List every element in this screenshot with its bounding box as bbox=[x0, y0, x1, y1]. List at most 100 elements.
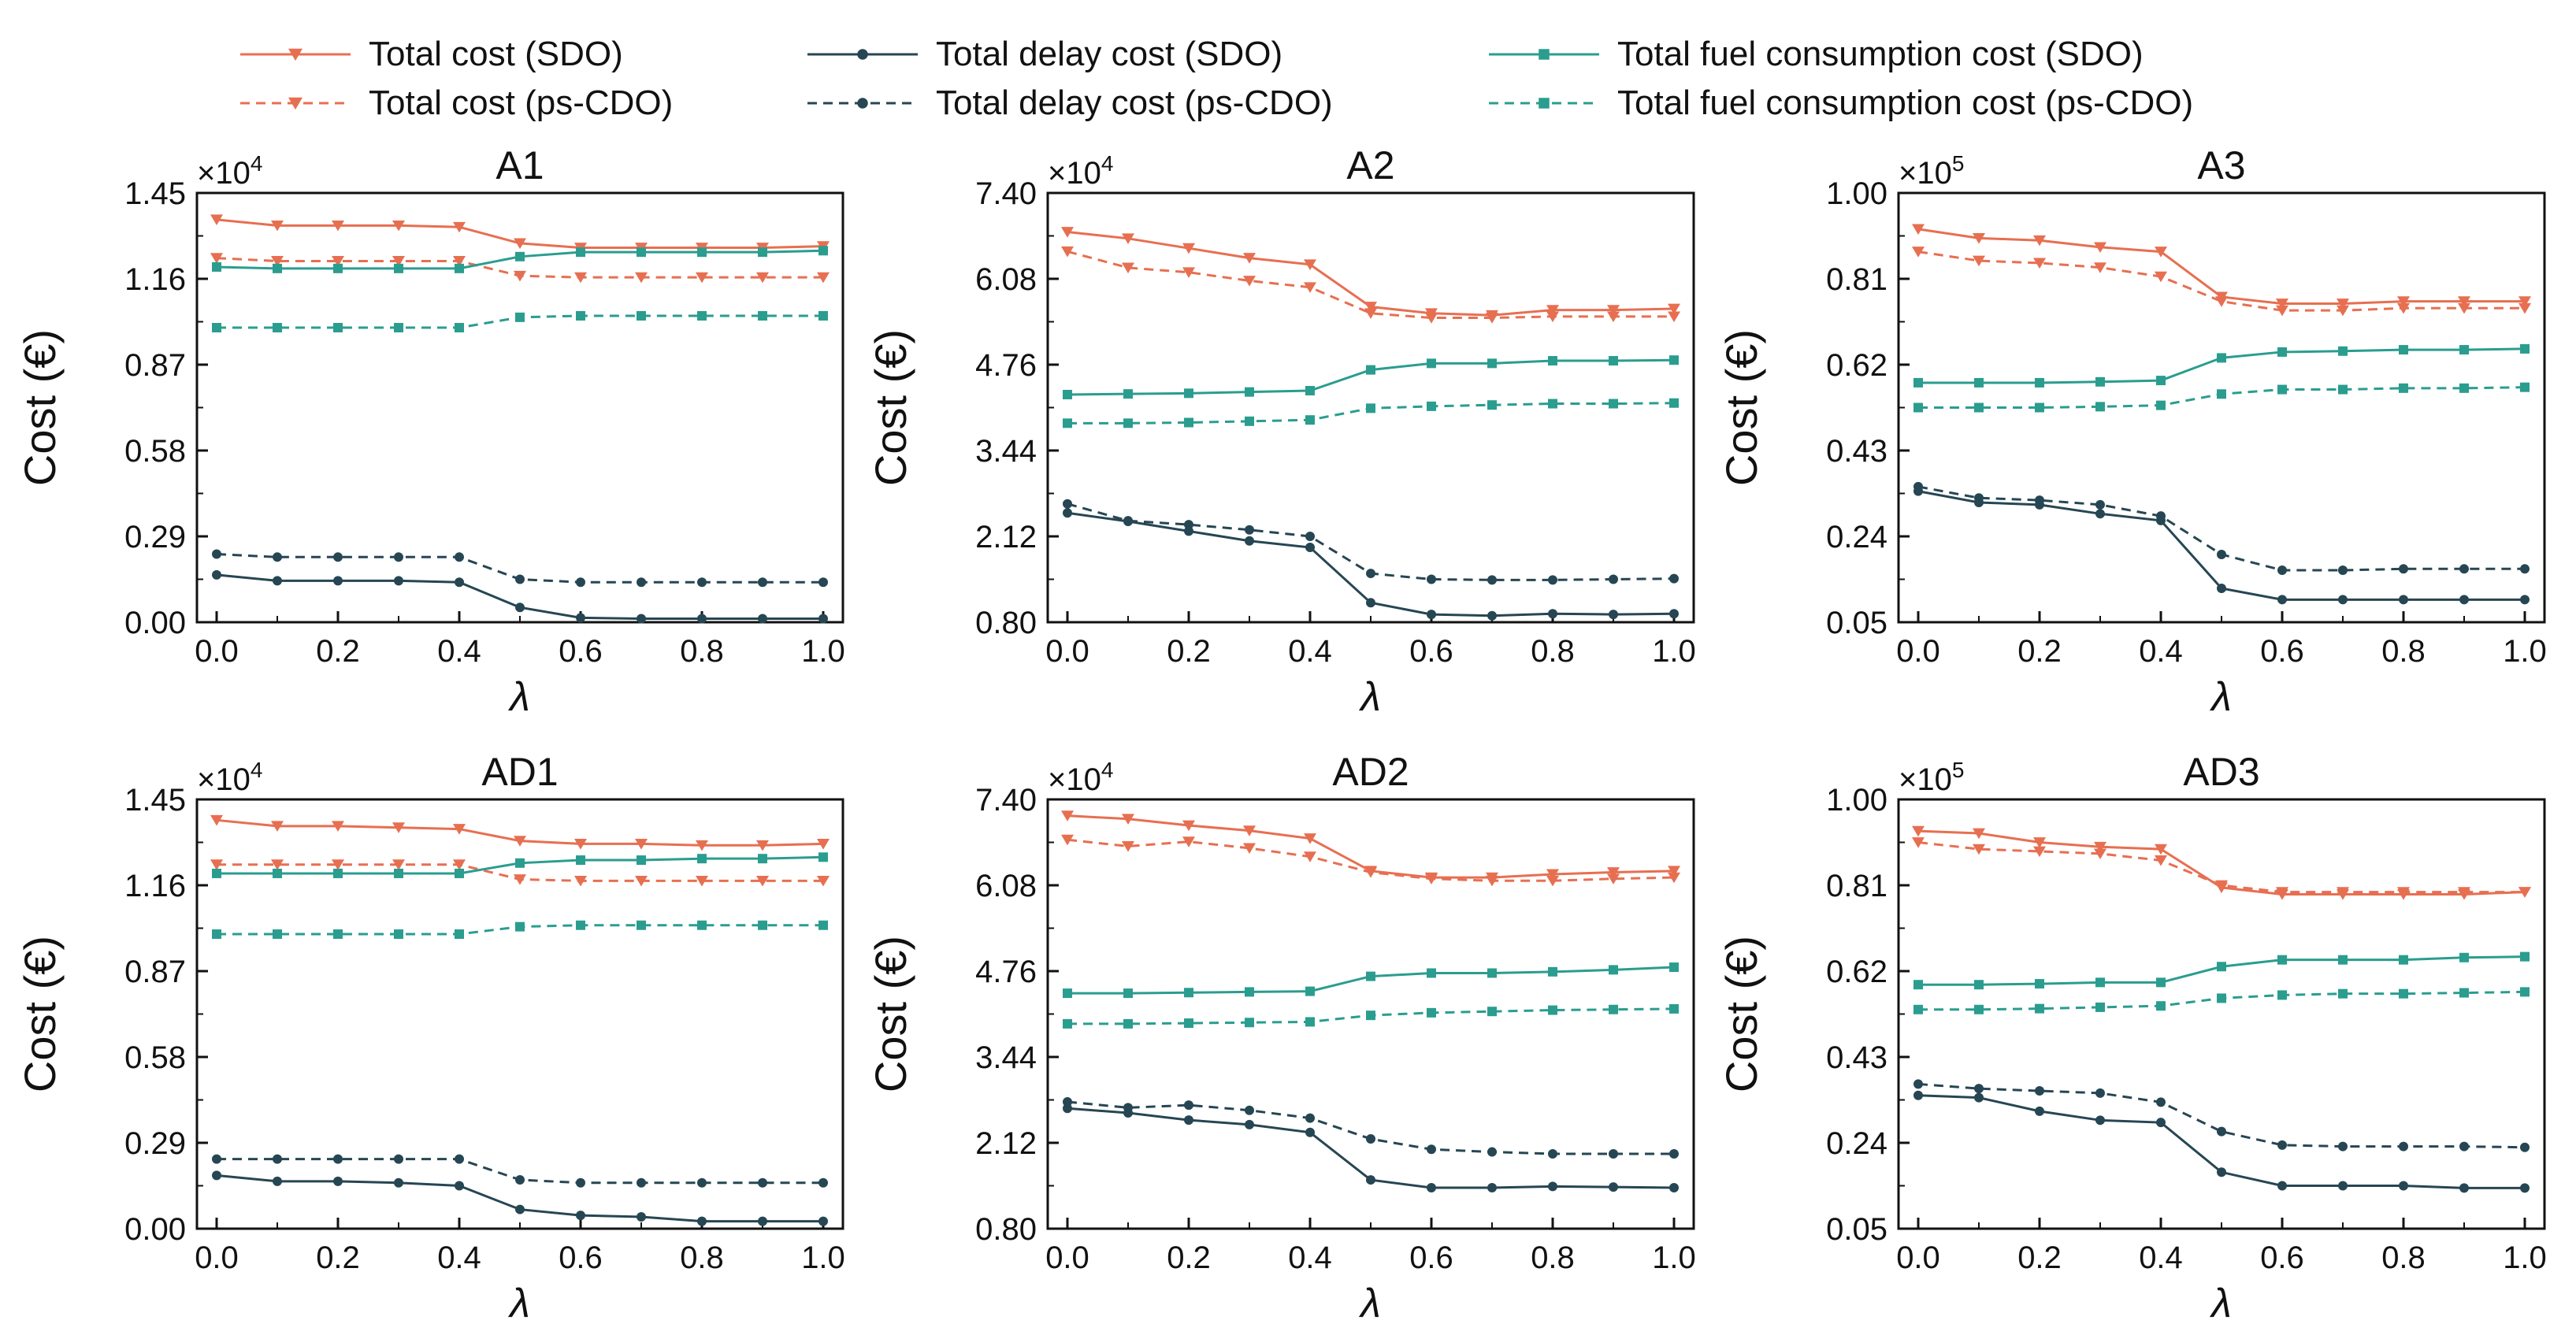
data-point bbox=[453, 256, 466, 267]
data-point bbox=[1364, 308, 1377, 319]
x-tick-label: 1.0 bbox=[2503, 634, 2547, 669]
data-point bbox=[2033, 837, 2046, 848]
y-tick-label: 1.00 bbox=[1826, 176, 1887, 211]
data-point bbox=[1184, 988, 1193, 998]
series-delay-sdo bbox=[1063, 1103, 1679, 1192]
data-point bbox=[1487, 400, 1497, 410]
x-tick-label: 1.0 bbox=[2503, 1240, 2547, 1275]
legend-label: Total delay cost (SDO) bbox=[936, 35, 1283, 73]
data-point bbox=[212, 1170, 221, 1181]
data-point bbox=[271, 256, 284, 267]
data-point bbox=[514, 270, 526, 282]
data-point bbox=[273, 323, 282, 333]
data-point bbox=[2399, 1141, 2408, 1151]
x-tick-label: 0.0 bbox=[1896, 634, 1940, 669]
data-point bbox=[1974, 1084, 1984, 1094]
series-line bbox=[1067, 502, 1675, 581]
panel-ad2: AD2 ×104 0.80 2.12 3.44 4.76 6.08 7.40 0.0 0.2 0.4… bbox=[866, 750, 1696, 1326]
data-point bbox=[1063, 418, 1072, 428]
y-tick-label: 0.29 bbox=[124, 520, 186, 554]
y-axis-label: Cost (€) bbox=[15, 936, 65, 1092]
data-point bbox=[576, 613, 585, 623]
data-point bbox=[1184, 388, 1193, 399]
data-point bbox=[515, 1174, 525, 1185]
panel-title: A1 bbox=[496, 143, 544, 187]
x-tick-label: 0.0 bbox=[1045, 634, 1089, 669]
data-point bbox=[2033, 235, 2046, 247]
data-point bbox=[1487, 358, 1497, 369]
data-point bbox=[2156, 1001, 2166, 1011]
data-point bbox=[2095, 499, 2105, 510]
data-point bbox=[1913, 377, 1923, 388]
data-point bbox=[2337, 299, 2349, 310]
data-point bbox=[1063, 389, 1072, 399]
x-tick-label: 1.0 bbox=[801, 1240, 845, 1275]
series-fuel-sdo bbox=[212, 246, 828, 273]
y-axis-label: Cost (€) bbox=[1717, 329, 1766, 486]
data-point bbox=[2399, 988, 2408, 999]
data-point bbox=[2095, 977, 2105, 988]
data-point bbox=[2338, 955, 2348, 965]
legend-item-fuel-ps: Total fuel consumption cost (ps-CDO) bbox=[1485, 80, 2193, 126]
data-point bbox=[818, 577, 828, 588]
x-tick-label: 0.8 bbox=[680, 1240, 724, 1275]
data-point bbox=[2338, 1141, 2348, 1151]
data-point bbox=[271, 821, 284, 833]
data-point bbox=[1609, 1004, 1618, 1014]
data-point bbox=[1245, 1119, 1254, 1129]
x-tick-label: 0.2 bbox=[2017, 1240, 2062, 1275]
data-point bbox=[1669, 573, 1679, 584]
data-point bbox=[1063, 508, 1072, 518]
legend-item-total-sdo: Total cost (SDO) bbox=[236, 32, 623, 77]
data-point bbox=[1912, 224, 1925, 235]
legend-label: Total fuel consumption cost (SDO) bbox=[1617, 35, 2144, 73]
x-axis-label: λ bbox=[2209, 674, 2232, 720]
y-tick-label: 4.76 bbox=[975, 348, 1037, 383]
legend-swatch-fuel-ps bbox=[1489, 98, 1599, 109]
data-point bbox=[1304, 851, 1316, 862]
data-point bbox=[2520, 987, 2530, 997]
data-point bbox=[453, 221, 466, 233]
data-point bbox=[392, 859, 405, 870]
series-fuel-ps bbox=[212, 920, 828, 940]
data-point bbox=[1366, 569, 1375, 579]
data-point bbox=[1366, 1011, 1375, 1021]
data-point bbox=[455, 263, 464, 273]
series-fuel-ps bbox=[1063, 398, 1679, 428]
data-point bbox=[1548, 1181, 1557, 1192]
legend-swatch-delay-sdo bbox=[807, 49, 918, 60]
series-delay-sdo bbox=[1063, 508, 1679, 621]
scale-label: ×105 bbox=[1899, 758, 1964, 797]
data-point bbox=[1122, 233, 1134, 245]
legend-marker bbox=[288, 97, 303, 110]
data-point bbox=[2035, 1106, 2044, 1116]
data-point bbox=[1669, 355, 1679, 365]
data-point bbox=[2155, 247, 2167, 258]
data-point bbox=[1122, 841, 1134, 852]
data-point bbox=[2277, 955, 2287, 965]
data-point bbox=[2156, 977, 2166, 988]
data-point bbox=[1063, 988, 1072, 999]
data-point bbox=[2095, 1088, 2105, 1098]
y-tick-label: 0.00 bbox=[124, 606, 186, 640]
data-point bbox=[635, 875, 648, 887]
data-point bbox=[455, 868, 464, 878]
panel-title: A3 bbox=[2197, 143, 2245, 187]
x-tick-label: 0.6 bbox=[559, 634, 603, 669]
data-point bbox=[1366, 365, 1375, 375]
data-point bbox=[2217, 353, 2226, 363]
data-point bbox=[394, 1154, 403, 1164]
panel-title: AD2 bbox=[1332, 750, 1409, 794]
y-tick-label: 0.24 bbox=[1826, 1126, 1887, 1161]
data-point bbox=[1973, 844, 1985, 855]
data-point bbox=[1366, 403, 1375, 413]
data-point bbox=[515, 251, 525, 261]
data-point bbox=[2277, 384, 2287, 395]
data-point bbox=[212, 929, 221, 940]
legend-marker bbox=[1539, 49, 1550, 60]
data-point bbox=[2338, 595, 2348, 605]
data-point bbox=[2095, 402, 2105, 412]
x-tick-label: 0.0 bbox=[1896, 1240, 1940, 1275]
data-point bbox=[515, 1204, 525, 1214]
